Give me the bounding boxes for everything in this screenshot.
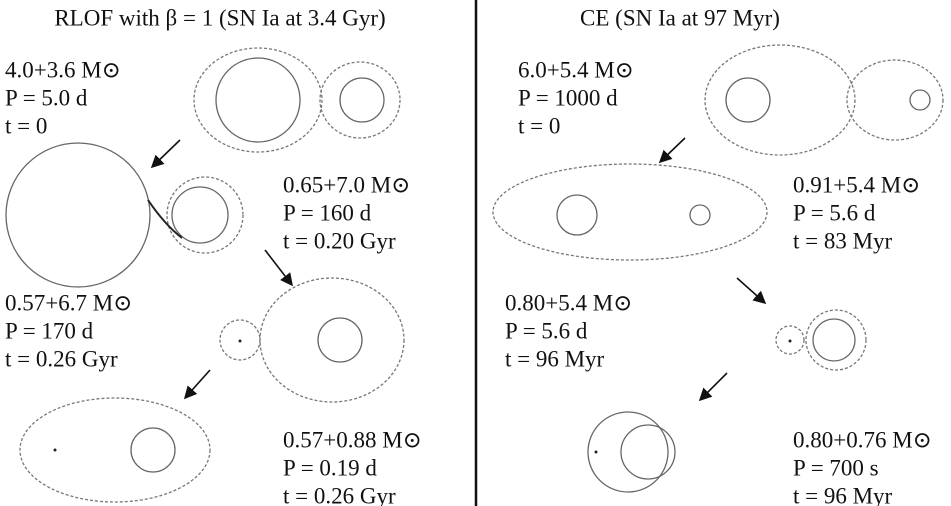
stage-mass: 0.57+0.88 M⊙ — [283, 427, 422, 452]
stage-mass: 0.57+6.7 M⊙ — [5, 290, 132, 315]
stage-time: t = 0.26 Gyr — [5, 346, 118, 371]
stage-period: P = 5.0 d — [5, 85, 88, 110]
stage-period: P = 700 s — [793, 455, 879, 480]
stage-period: P = 1000 d — [518, 85, 618, 110]
stage-mass: 0.80+0.76 M⊙ — [793, 427, 932, 452]
stage-mass: 6.0+5.4 M⊙ — [518, 57, 634, 82]
stage-mass: 0.91+5.4 M⊙ — [793, 172, 920, 197]
stage-mass: 4.0+3.6 M⊙ — [5, 57, 121, 82]
stage-time: t = 96 Myr — [505, 346, 605, 371]
stage-time: t = 0 — [5, 113, 47, 138]
stage-time: t = 0 — [518, 113, 560, 138]
illustrations — [5, 44, 944, 503]
stage-period: P = 5.6 d — [505, 318, 588, 343]
stage-time: t = 96 Myr — [793, 483, 893, 506]
stage-time: t = 0.26 Gyr — [283, 483, 396, 506]
panel-title: CE (SN Ia at 97 Myr) — [580, 5, 780, 30]
panel-title: RLOF with β = 1 (SN Ia at 3.4 Gyr) — [54, 5, 385, 30]
stage-time: t = 0.20 Gyr — [283, 228, 396, 253]
stage-period: P = 170 d — [5, 318, 94, 343]
stage-period: P = 160 d — [283, 200, 372, 225]
stage-period: P = 5.6 d — [793, 200, 876, 225]
stage-time: t = 83 Myr — [793, 228, 893, 253]
stage-mass: 0.65+7.0 M⊙ — [283, 172, 410, 197]
stage-mass: 0.80+5.4 M⊙ — [505, 290, 632, 315]
stage-period: P = 0.19 d — [283, 455, 377, 480]
